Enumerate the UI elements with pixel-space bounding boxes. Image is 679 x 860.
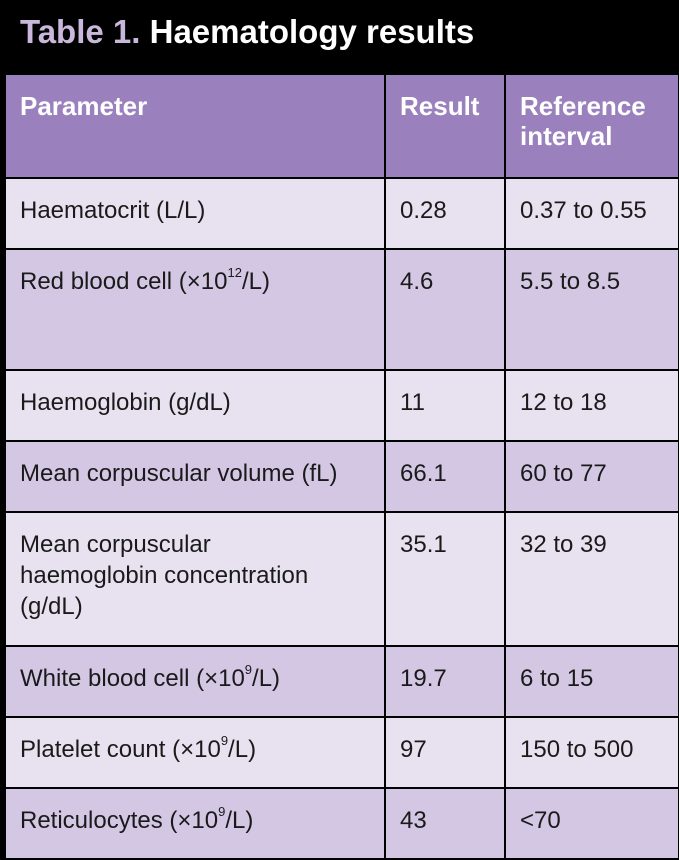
header-reference-interval: Reference interval xyxy=(504,73,679,179)
header-parameter: Parameter xyxy=(4,73,386,179)
cell-parameter: Mean corpuscular haemoglobin concentrati… xyxy=(4,511,386,647)
results-table: Parameter Result Reference interval Haem… xyxy=(4,73,679,860)
cell-result: 11 xyxy=(384,369,506,442)
cell-parameter: Platelet count (×109/L) xyxy=(4,716,386,789)
cell-result: 66.1 xyxy=(384,440,506,513)
table-row: Haemoglobin (g/dL) 11 12 to 18 xyxy=(4,369,679,442)
table-row: White blood cell (×109/L) 19.7 6 to 15 xyxy=(4,645,679,718)
cell-parameter: Mean corpuscular volume (fL) xyxy=(4,440,386,513)
cell-parameter: Red blood cell (×1012/L) xyxy=(4,248,386,371)
table-row: Red blood cell (×1012/L) 4.6 5.5 to 8.5 xyxy=(4,248,679,371)
cell-parameter: Haematocrit (L/L) xyxy=(4,177,386,250)
header-row: Parameter Result Reference interval xyxy=(4,73,679,179)
parameter-line3: (g/dL) xyxy=(20,593,83,620)
header-reference-line1: Reference xyxy=(520,91,646,121)
table-row: Platelet count (×109/L) 97 150 to 500 xyxy=(4,716,679,789)
cell-reference: <70 xyxy=(504,787,679,860)
header-reference-line2: interval xyxy=(520,121,613,151)
cell-parameter: White blood cell (×109/L) xyxy=(4,645,386,718)
cell-result: 19.7 xyxy=(384,645,506,718)
cell-reference: 6 to 15 xyxy=(504,645,679,718)
parameter-text: White blood cell (×10 xyxy=(20,665,245,692)
cell-parameter: Reticulocytes (×109/L) xyxy=(4,787,386,860)
cell-result: 35.1 xyxy=(384,511,506,647)
cell-reference: 12 to 18 xyxy=(504,369,679,442)
cell-reference: 0.37 to 0.55 xyxy=(504,177,679,250)
cell-result: 0.28 xyxy=(384,177,506,250)
parameter-unit: /L) xyxy=(228,736,257,763)
parameter-exponent: 9 xyxy=(218,804,226,819)
cell-result: 97 xyxy=(384,716,506,789)
parameter-line2: haemoglobin concentration xyxy=(20,562,309,589)
parameter-line1: Mean corpuscular xyxy=(20,531,211,558)
cell-reference: 32 to 39 xyxy=(504,511,679,647)
table-row: Mean corpuscular volume (fL) 66.1 60 to … xyxy=(4,440,679,513)
parameter-text: Reticulocytes (×10 xyxy=(20,807,219,834)
parameter-unit: /L) xyxy=(241,268,270,295)
table-row: Haematocrit (L/L) 0.28 0.37 to 0.55 xyxy=(4,177,679,250)
parameter-text: Red blood cell (×10 xyxy=(20,268,228,295)
cell-result: 43 xyxy=(384,787,506,860)
parameter-exponent: 9 xyxy=(244,662,253,677)
table-title-text: Haematology results xyxy=(149,13,475,50)
table-title: Table 1. Haematology results xyxy=(0,0,679,72)
table-row: Reticulocytes (×109/L) 43 <70 xyxy=(4,787,679,860)
cell-result: 4.6 xyxy=(384,248,506,371)
table-title-label: Table 1. xyxy=(20,13,141,50)
header-result: Result xyxy=(384,73,506,179)
table-row: Mean corpuscular haemoglobin concentrati… xyxy=(4,511,679,647)
parameter-unit: /L) xyxy=(252,665,281,692)
cell-parameter: Haemoglobin (g/dL) xyxy=(4,369,386,442)
cell-reference: 150 to 500 xyxy=(504,716,679,789)
parameter-unit: /L) xyxy=(225,807,254,834)
cell-reference: 5.5 to 8.5 xyxy=(504,248,679,371)
parameter-exponent: 9 xyxy=(220,733,229,748)
parameter-exponent: 12 xyxy=(227,265,242,280)
parameter-text: Platelet count (×10 xyxy=(20,736,221,763)
cell-reference: 60 to 77 xyxy=(504,440,679,513)
